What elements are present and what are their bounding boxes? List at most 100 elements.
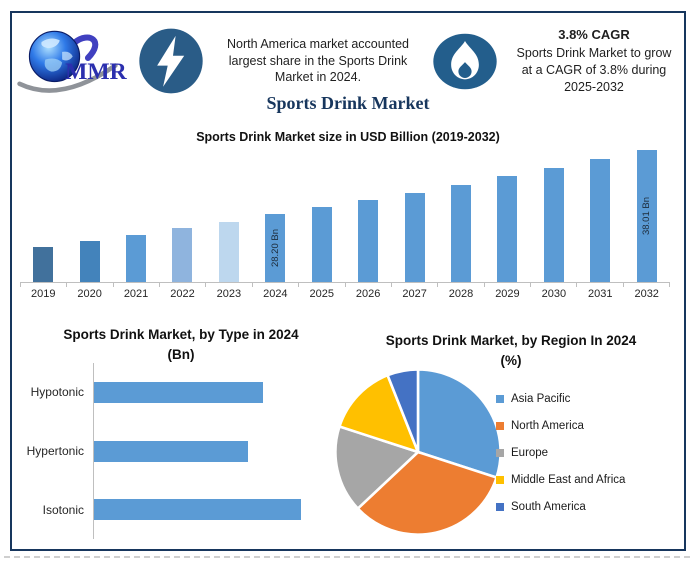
region-chart-title: Sports Drink Market, by Region In 2024 (…	[348, 331, 674, 370]
logo-text: MMR	[65, 59, 127, 85]
legend-swatch	[496, 502, 504, 511]
bar-column-2030	[531, 144, 577, 282]
year-label-2027: 2027	[402, 288, 427, 300]
pie-slice-europe	[334, 424, 421, 511]
bar-2032: 38.01 Bn	[636, 150, 657, 282]
type-chart-title-line1: Sports Drink Market, by Type in 2024	[63, 327, 299, 342]
annual-bar-chart: 28.20 Bn 38.01 Bn 2019 2020 2021 2022 2023 202…	[20, 144, 671, 300]
year-label-2030: 2030	[541, 288, 567, 300]
legend-label: Middle East and Africa	[511, 473, 626, 486]
bar-2028	[451, 184, 471, 282]
header: MMR North America market accounted large…	[14, 21, 682, 101]
bar-column-2026	[345, 144, 391, 282]
bar-2029	[497, 176, 518, 282]
type-row-isotonic: Isotonic	[20, 480, 332, 540]
axis-tick	[392, 283, 439, 287]
region-chart-title-line1: Sports Drink Market, by Region In 2024	[385, 333, 637, 348]
bar-2026	[358, 199, 379, 282]
bar-column-2021	[113, 144, 159, 282]
type-bar-isotonic	[94, 499, 301, 521]
type-bar-track	[93, 363, 332, 422]
bar-2030	[543, 167, 564, 282]
year-label-2031: 2031	[588, 288, 613, 300]
right-callout: 3.8% CAGR Sports Drink Market to grow at…	[506, 26, 682, 96]
legend-item-europe: Europe	[496, 439, 625, 466]
bar-column-2022	[159, 144, 205, 282]
year-label-2022: 2022	[170, 288, 195, 300]
annual-chart-title: Sports Drink Market size in USD Billion …	[196, 130, 500, 144]
axis-tick	[114, 283, 161, 287]
axis-tick	[20, 283, 68, 287]
bar-2022	[172, 228, 193, 282]
lightning-icon	[139, 28, 203, 94]
legend-label: Europe	[511, 446, 549, 459]
year-label-2029: 2029	[495, 288, 520, 300]
axis-tick	[346, 283, 392, 287]
type-bar-hypertonic	[94, 440, 248, 462]
type-row-hypotonic: Hypotonic	[20, 363, 332, 422]
year-label-2023: 2023	[216, 288, 242, 300]
type-row-hypertonic: Hypertonic	[20, 421, 332, 481]
bar-column-2019	[20, 144, 66, 282]
cagr-title: 3.8% CAGR	[558, 26, 630, 42]
year-label-2020: 2020	[77, 288, 102, 300]
type-chart-title: Sports Drink Market, by Type in 2024 (Bn…	[16, 325, 346, 364]
logo-purple-swoosh	[71, 34, 99, 61]
legend-item-north-america: North America	[496, 412, 625, 439]
year-label-2021: 2021	[123, 288, 149, 300]
year-label-2025: 2025	[309, 288, 334, 300]
axis-tick	[160, 283, 207, 287]
globe-icon: MMR	[17, 30, 128, 93]
pie-slice-asia-pacific	[416, 368, 502, 480]
year-label-2032: 2032	[634, 288, 659, 300]
year-label-2019: 2019	[30, 288, 56, 300]
legend-label: Asia Pacific	[511, 392, 571, 405]
axis-tick	[577, 283, 624, 287]
cagr-body: Sports Drink Market to grow at a CAGR of…	[516, 46, 672, 95]
legend-swatch	[496, 421, 504, 430]
annual-bar-plot-area: 28.20 Bn 38.01 Bn	[20, 144, 670, 283]
year-label-2026: 2026	[355, 288, 381, 300]
x-axis-ticks	[20, 283, 671, 287]
bar-2023	[218, 221, 239, 282]
year-label-2028: 2028	[448, 288, 474, 300]
logo-swoosh	[17, 63, 118, 93]
bottom-dashed-divider	[4, 556, 690, 558]
bar-2027	[404, 192, 425, 282]
x-axis-labels: 2019 2020 2021 2022 2023 2024 2025 2026 2027 2028…	[20, 287, 670, 300]
legend-item-middle-east-and-africa: Middle East and Africa	[496, 466, 625, 493]
bar-column-2023	[206, 144, 252, 282]
region-chart-title-line2: (%)	[500, 352, 522, 368]
type-label-isotonic: Isotonic	[42, 502, 84, 517]
pie-slice-north-america	[355, 450, 499, 536]
type-label-hypotonic: Hypotonic	[30, 385, 84, 400]
bar-column-2025	[299, 144, 345, 282]
bar-column-2031	[577, 144, 623, 282]
mmr-logo: MMR	[14, 22, 130, 100]
legend-item-south-america: South America	[496, 493, 625, 520]
region-legend: Asia Pacific North America Europe Middle Ea…	[496, 385, 625, 520]
bar-2024: 28.20 Bn	[265, 214, 286, 282]
axis-tick	[531, 283, 578, 287]
legend-label: South America	[511, 500, 586, 513]
bar-2021	[126, 234, 147, 282]
bar-value-label-2024: 28.20 Bn	[269, 229, 281, 268]
axis-tick	[438, 283, 485, 287]
type-bar-track	[93, 480, 332, 540]
outer-frame: MMR North America market accounted large…	[10, 11, 686, 551]
region-pie-chart	[334, 368, 502, 536]
bar-column-2032: 38.01 Bn	[623, 144, 669, 282]
bar-2025	[311, 207, 332, 282]
legend-swatch	[496, 475, 504, 484]
axis-tick	[206, 283, 253, 287]
left-callout-text: North America market accounted largest s…	[226, 36, 410, 85]
bar-column-2020	[66, 144, 112, 282]
bar-2020	[79, 241, 100, 282]
pie-slice-middle-east-and-africa	[337, 373, 421, 455]
page-title: Sports Drink Market	[266, 93, 430, 113]
bar-2019	[33, 247, 54, 282]
type-bar-hypotonic	[94, 381, 264, 403]
axis-tick	[253, 283, 300, 287]
year-label-2024: 2024	[263, 288, 288, 300]
bar-column-2028	[438, 144, 484, 282]
